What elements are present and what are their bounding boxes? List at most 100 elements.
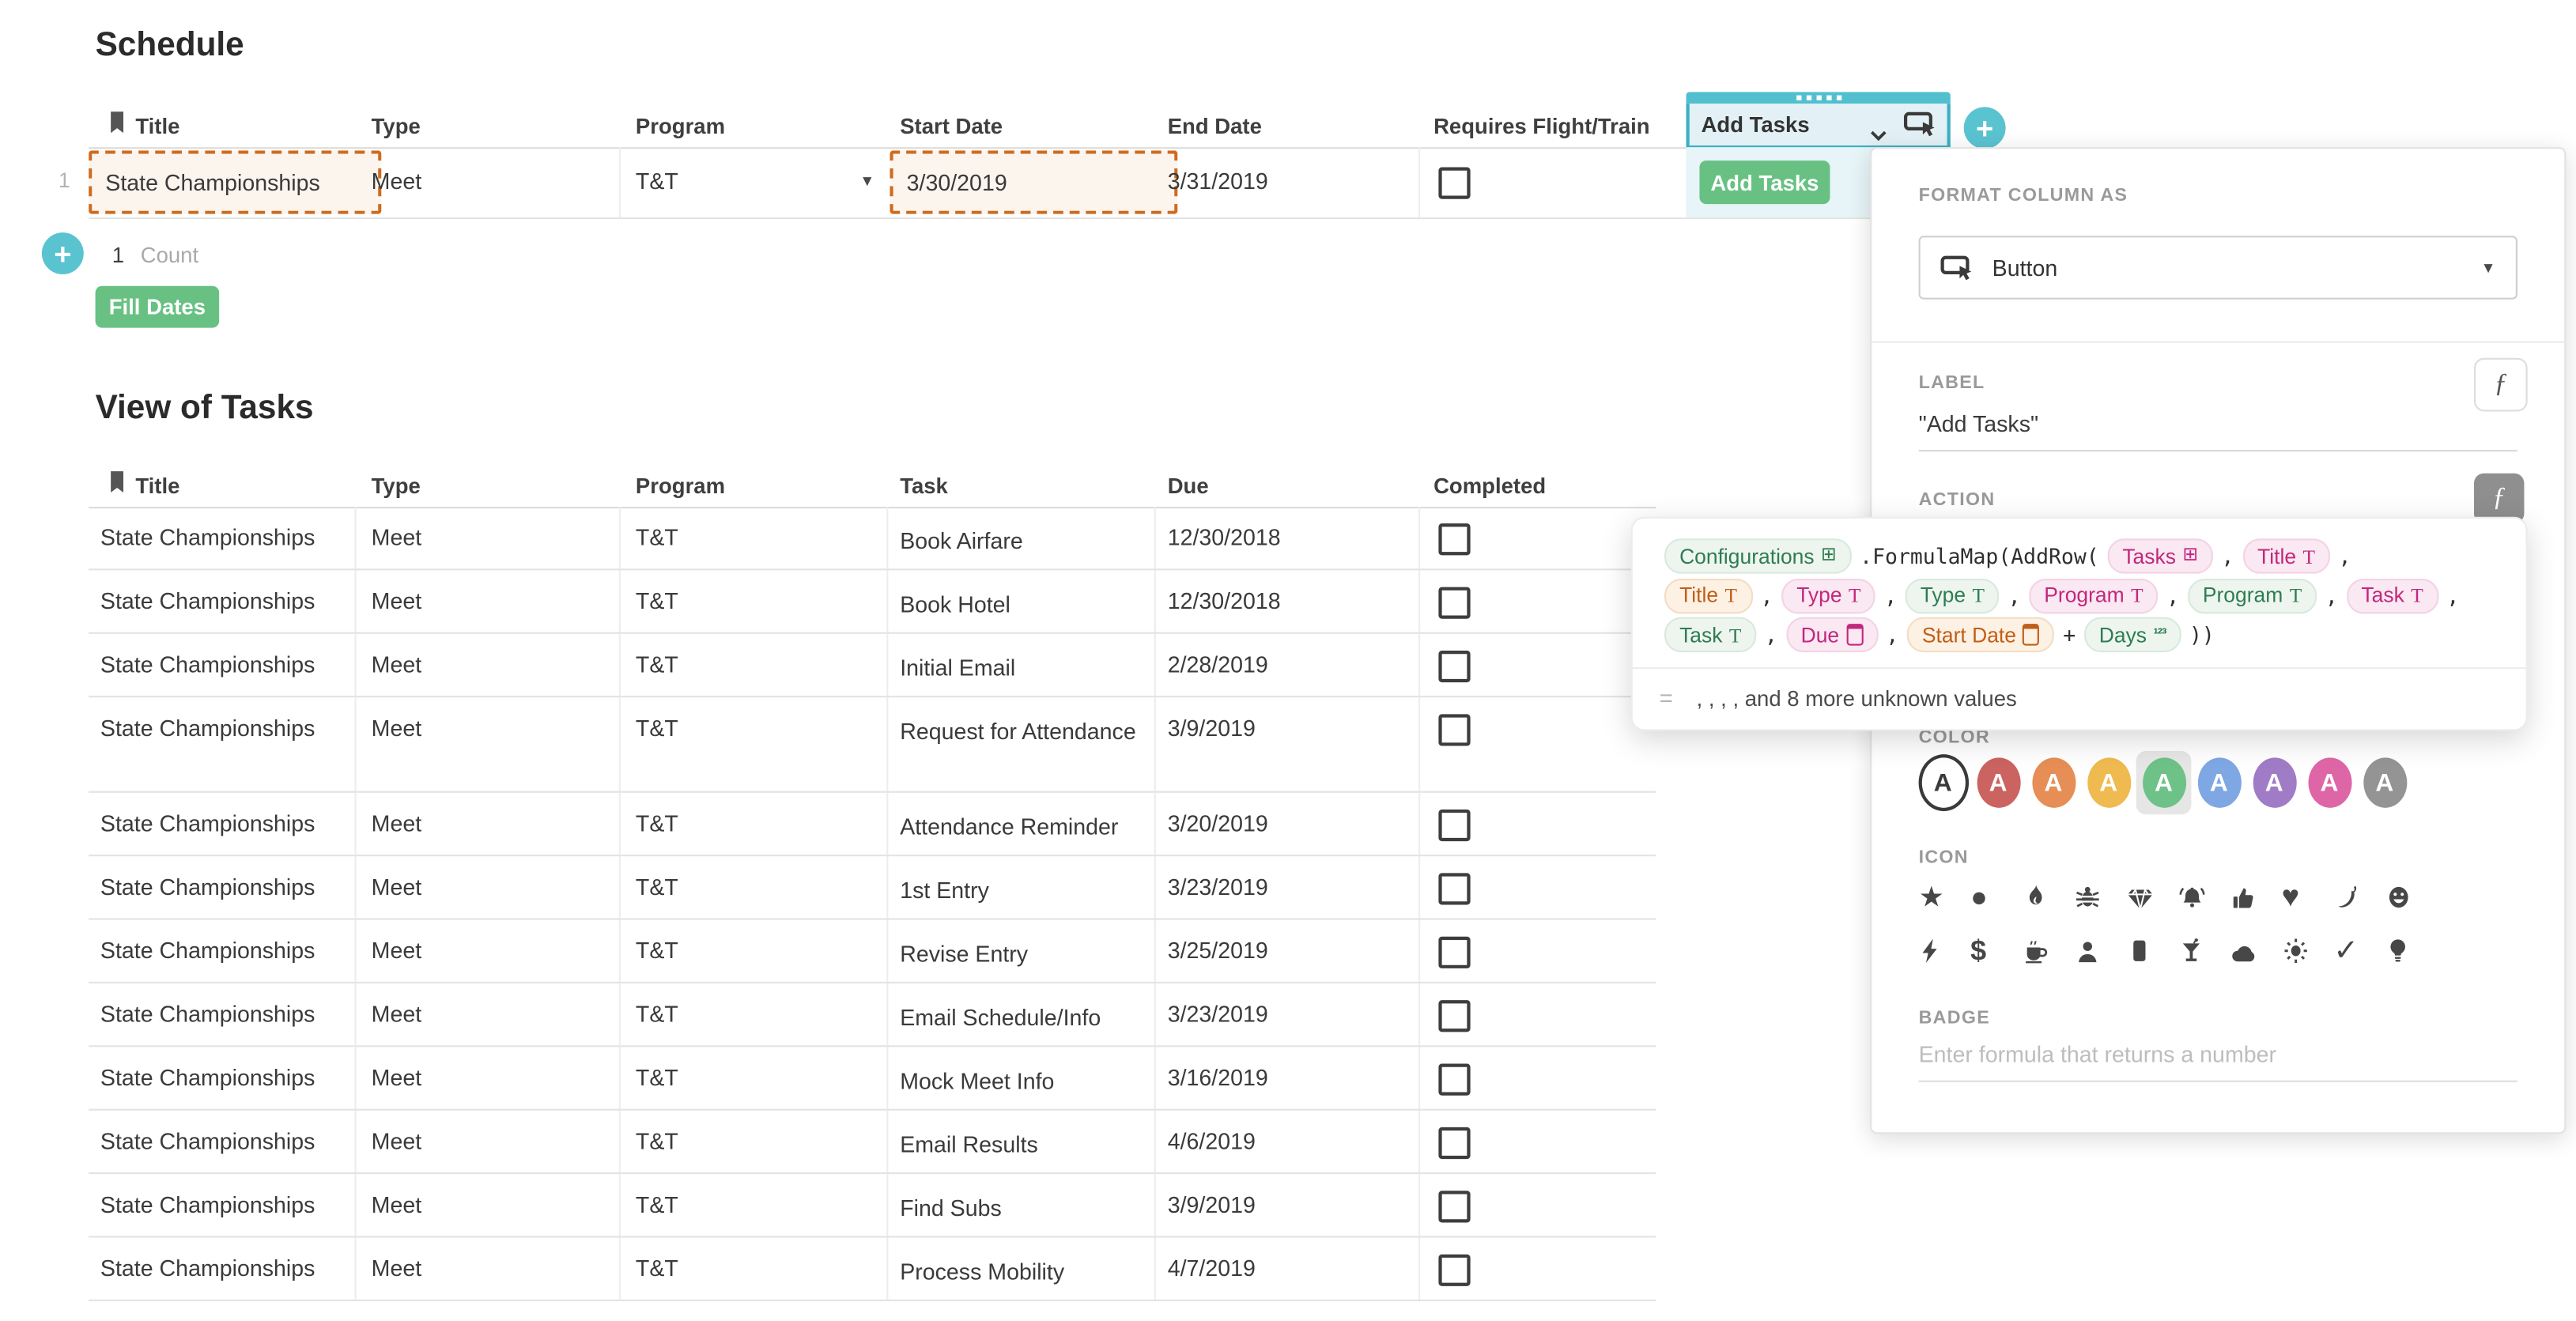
task-due-cell[interactable]: 3/16/2019 xyxy=(1167,1065,1268,1091)
smiley-icon[interactable] xyxy=(2385,874,2438,911)
task-title-cell[interactable]: State Championships xyxy=(100,525,315,551)
formula-chip[interactable]: Program T xyxy=(2187,578,2317,613)
task-title-cell[interactable]: State Championships xyxy=(100,938,315,964)
heart-icon[interactable]: ♥ xyxy=(2281,879,2300,914)
column-drag-handle[interactable] xyxy=(1686,92,1951,104)
task-title-cell[interactable]: State Championships xyxy=(100,1129,315,1154)
color-swatch-blue[interactable]: A xyxy=(2191,751,2246,814)
task-type-cell[interactable]: Meet xyxy=(371,938,422,964)
color-swatch-green[interactable]: A xyxy=(2136,750,2192,815)
pepper-icon[interactable] xyxy=(2333,874,2385,911)
task-title-cell[interactable]: State Championships xyxy=(100,811,315,836)
task-title-cell[interactable]: State Championships xyxy=(100,1192,315,1218)
task-due-cell[interactable]: 4/6/2019 xyxy=(1167,1129,1256,1154)
schedule-col-add-tasks[interactable]: Add Tasks xyxy=(1686,104,1951,149)
formula-chip[interactable]: Program T xyxy=(2029,578,2159,613)
color-swatch-none[interactable]: A xyxy=(1915,751,1970,814)
task-name-cell[interactable]: Initial Email xyxy=(900,655,1016,681)
formula-chip[interactable]: Task T xyxy=(1664,617,1757,653)
task-due-cell[interactable]: 3/9/2019 xyxy=(1167,1192,1256,1218)
task-name-cell[interactable]: Book Hotel xyxy=(900,591,1010,617)
formula-chip[interactable]: Tasks ⊞ xyxy=(2107,538,2213,575)
completed-checkbox[interactable] xyxy=(1438,1191,1471,1223)
schedule-col-title[interactable]: Title xyxy=(135,113,180,139)
badge-formula-input[interactable]: Enter formula that returns a number xyxy=(1918,1042,2277,1067)
card-icon[interactable] xyxy=(2126,928,2178,965)
formula-chip[interactable]: Type T xyxy=(1905,578,2000,613)
task-type-cell[interactable]: Meet xyxy=(371,1065,422,1091)
completed-checkbox[interactable] xyxy=(1438,1127,1471,1160)
task-type-cell[interactable]: Meet xyxy=(371,1002,422,1027)
tasks-col-due[interactable]: Due xyxy=(1167,473,1209,499)
task-program-cell[interactable]: T&T xyxy=(635,1255,678,1281)
task-type-cell[interactable]: Meet xyxy=(371,1192,422,1218)
completed-checkbox[interactable] xyxy=(1438,1000,1471,1032)
flame-icon[interactable] xyxy=(2023,874,2075,911)
column-type-select[interactable]: Button ▼ xyxy=(1918,236,2517,300)
color-swatch-yellow[interactable]: A xyxy=(2081,751,2136,814)
task-title-cell[interactable]: State Championships xyxy=(100,1255,315,1281)
schedule-end-date-cell[interactable]: 3/31/2019 xyxy=(1167,168,1268,194)
schedule-col-requires-flight[interactable]: Requires Flight/Train xyxy=(1433,113,1650,139)
task-title-cell[interactable]: State Championships xyxy=(100,588,315,614)
color-swatch-gray[interactable]: A xyxy=(2357,751,2412,814)
schedule-type-cell[interactable]: Meet xyxy=(371,168,422,194)
task-program-cell[interactable]: T&T xyxy=(635,1192,678,1218)
completed-checkbox[interactable] xyxy=(1438,587,1471,619)
schedule-col-end-date[interactable]: End Date xyxy=(1167,113,1262,139)
color-swatch-orange[interactable]: A xyxy=(2026,751,2081,814)
formula-chip[interactable]: Days ¹²³ xyxy=(2083,617,2181,653)
add-column-button[interactable]: + xyxy=(1963,107,2006,149)
add-tasks-row-button[interactable]: Add Tasks xyxy=(1699,160,1830,205)
person-icon[interactable] xyxy=(2074,928,2126,965)
task-program-cell[interactable]: T&T xyxy=(635,652,678,677)
chevron-down-icon[interactable] xyxy=(1870,120,1887,150)
task-title-cell[interactable]: State Championships xyxy=(100,652,315,677)
formula-chip[interactable]: Task T xyxy=(2346,578,2438,613)
task-due-cell[interactable]: 3/9/2019 xyxy=(1167,715,1256,742)
task-type-cell[interactable]: Meet xyxy=(371,1129,422,1154)
tasks-col-title[interactable]: Title xyxy=(135,473,180,499)
bug-icon[interactable] xyxy=(2074,874,2126,911)
sun-icon[interactable] xyxy=(2282,928,2334,965)
formula-editor[interactable]: Configurations ⊞ .FormulaMap(AddRow(Tasks ⊞… xyxy=(1633,519,2526,655)
task-due-cell[interactable]: 12/30/2018 xyxy=(1167,588,1281,614)
color-swatch-purple[interactable]: A xyxy=(2246,751,2302,814)
select-caret-icon[interactable]: ▼ xyxy=(859,172,875,190)
schedule-col-type[interactable]: Type xyxy=(371,113,421,139)
cocktail-icon[interactable] xyxy=(2178,928,2230,965)
tasks-col-type[interactable]: Type xyxy=(371,473,421,499)
task-title-cell[interactable]: State Championships xyxy=(100,874,315,900)
color-swatch-red[interactable]: A xyxy=(1970,751,2026,814)
task-due-cell[interactable]: 3/20/2019 xyxy=(1167,811,1268,836)
completed-checkbox[interactable] xyxy=(1438,650,1471,683)
task-name-cell[interactable]: Find Subs xyxy=(900,1195,1002,1221)
task-type-cell[interactable]: Meet xyxy=(371,652,422,677)
task-name-cell[interactable]: Request for Attendance xyxy=(900,719,1136,745)
completed-checkbox[interactable] xyxy=(1438,523,1471,556)
tasks-col-task[interactable]: Task xyxy=(900,473,948,499)
completed-checkbox[interactable] xyxy=(1438,936,1471,968)
requires-flight-checkbox[interactable] xyxy=(1438,167,1471,199)
task-due-cell[interactable]: 2/28/2019 xyxy=(1167,652,1268,677)
tasks-col-program[interactable]: Program xyxy=(635,473,726,499)
task-name-cell[interactable]: Revise Entry xyxy=(900,942,1029,967)
schedule-title-cell[interactable]: State Championships xyxy=(89,150,382,214)
bolt-icon[interactable] xyxy=(1919,928,1971,965)
task-program-cell[interactable]: T&T xyxy=(635,1065,678,1091)
task-name-cell[interactable]: Book Airfare xyxy=(900,528,1023,554)
fill-dates-button[interactable]: Fill Dates xyxy=(95,285,220,328)
color-swatch-pink[interactable]: A xyxy=(2302,751,2357,814)
task-program-cell[interactable]: T&T xyxy=(635,715,678,742)
task-due-cell[interactable]: 3/23/2019 xyxy=(1167,874,1268,900)
task-type-cell[interactable]: Meet xyxy=(371,715,422,742)
task-type-cell[interactable]: Meet xyxy=(371,588,422,614)
formula-chip[interactable]: Start Date xyxy=(1906,617,2055,653)
task-type-cell[interactable]: Meet xyxy=(371,811,422,836)
add-row-button[interactable]: + xyxy=(41,232,84,274)
formula-chip[interactable]: Due xyxy=(1785,617,1878,653)
task-program-cell[interactable]: T&T xyxy=(635,588,678,614)
task-program-cell[interactable]: T&T xyxy=(635,525,678,551)
bulb-icon[interactable] xyxy=(2385,928,2438,965)
schedule-col-start-date[interactable]: Start Date xyxy=(900,113,1003,139)
